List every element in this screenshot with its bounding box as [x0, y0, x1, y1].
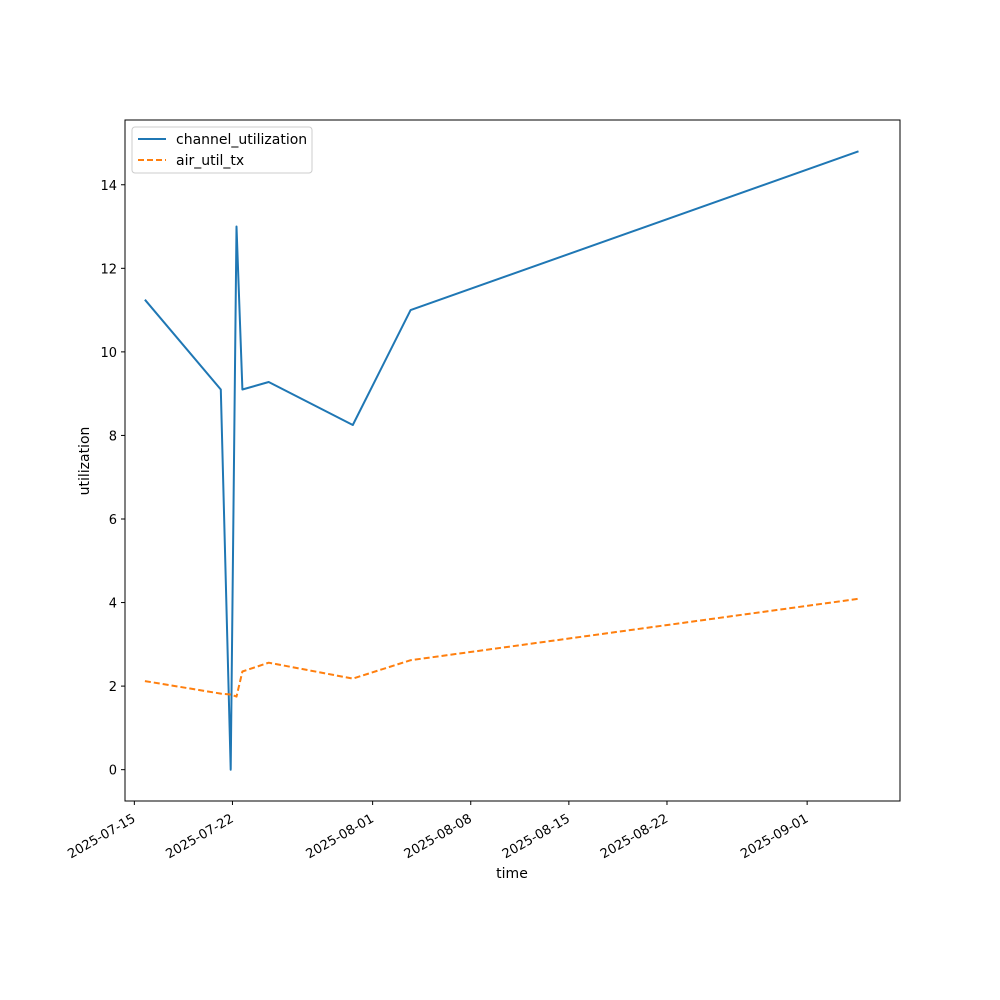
y-axis-label: utilization [77, 427, 93, 496]
legend-box [131, 126, 313, 174]
y-tick-label: 8 [109, 429, 117, 444]
legend: channel_utilization air_util_tx [131, 126, 313, 174]
y-tick-label: 0 [109, 764, 117, 779]
legend-label-air-util-tx: air_util_tx [176, 153, 244, 169]
series-line-channel-utilization [144, 150, 859, 771]
y-tick-label: 12 [100, 262, 117, 277]
y-tick-label: 14 [100, 179, 117, 194]
y-tick-label: 10 [100, 346, 117, 361]
y-axis: 0 2 4 6 8 10 12 14 [100, 179, 125, 779]
plot-lines [144, 150, 859, 771]
y-tick-label: 4 [109, 597, 117, 612]
series-line-air-util-tx [144, 597, 859, 698]
x-axis-label: time [496, 866, 528, 882]
y-tick-label: 2 [109, 680, 117, 695]
plot-area-frame [124, 119, 901, 802]
y-tick-label: 6 [109, 513, 117, 528]
legend-label-channel-utilization: channel_utilization [176, 132, 307, 148]
